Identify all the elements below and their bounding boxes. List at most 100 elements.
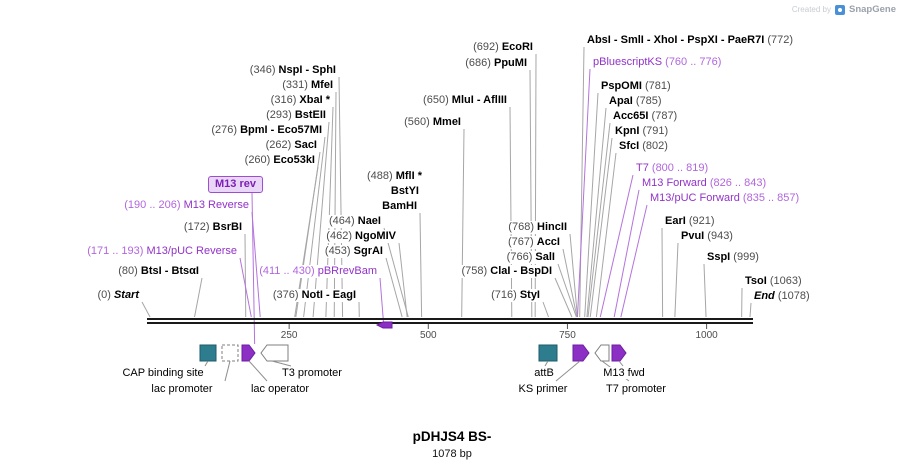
site-label-sfci[interactable]: SfcI (802) [618,140,669,153]
site-name: SspI [707,251,731,263]
site-label-pvui[interactable]: PvuI (943) [680,230,734,243]
site-label-absi-smli-xhoi-pspxi-paer7i[interactable]: AbsI - SmlI - XhoI - PspXI - PaeR7I (772… [586,34,795,47]
site-label-sgrai[interactable]: (453) SgrAI [323,245,384,258]
site-label-naei[interactable]: (464) NaeI [328,215,382,228]
site-name: T7 [636,162,649,174]
site-label-nspi-sphi[interactable]: (346) NspI - SphI [248,64,337,77]
site-name: Start [113,289,139,301]
leader-line-eari [661,227,664,318]
site-label-clai-bspdi[interactable]: (758) ClaI - BspDI [460,265,553,278]
site-name: EarI [665,215,686,227]
site-label-ppumi[interactable]: (686) PpuMI [464,57,528,70]
leader-line-bpmi-eco57mi [303,136,326,318]
site-label-btsi-bts-i[interactable]: (80) BtsI - BtsαI [117,265,200,278]
site-label-start[interactable]: (0) Start [96,289,140,302]
leader-line-btsi-bts-i [194,277,203,318]
site-label-mfli[interactable]: (488) MflI * [365,170,423,183]
site-label-acci[interactable]: (767) AccI [507,236,561,249]
site-label-ecori[interactable]: (692) EcoRI [472,41,534,54]
site-label-t7[interactable]: T7 (800 .. 819) [635,162,710,175]
site-label-saci[interactable]: (262) SacI [264,139,318,152]
site-label-tsoi[interactable]: TsoI (1063) [744,275,803,288]
feature-label-m13-fwd[interactable]: M13 fwd [602,367,646,379]
site-label-m13-rev[interactable]: M13 rev [207,176,264,193]
pbrrevbam-primer-glyph[interactable] [375,321,393,329]
feature-label-t7-promoter[interactable]: T7 promoter [605,383,667,395]
site-label-mfei[interactable]: (331) MfeI [281,79,334,92]
feature-label-lac-promoter[interactable]: lac promoter [150,383,214,395]
leader-line-m13-forward [613,189,640,318]
site-label-bpmi-eco57mi[interactable]: (276) BpmI - Eco57MI [210,124,323,137]
site-position: (172) [183,221,213,233]
site-label-apai[interactable]: ApaI (785) [608,95,663,108]
site-name: BtsI - BtsαI [140,265,199,277]
site-name: pBRrevBam [317,265,377,277]
attb-glyph[interactable] [538,344,558,362]
site-label-eco53ki[interactable]: (260) Eco53kI [243,154,316,167]
t7-promoter-glyph[interactable] [594,344,610,362]
plasmid-length: 1078 bp [432,448,472,460]
site-label-kpni[interactable]: KpnI (791) [614,125,670,138]
site-name: SfcI [619,140,640,152]
site-label-sspi[interactable]: SspI (999) [706,251,760,264]
site-position: (921) [685,215,715,227]
site-label-m13-forward[interactable]: M13 Forward (826 .. 843) [641,177,768,190]
feature-connector-m13-fwd [618,360,624,367]
site-position: (772) [764,34,794,46]
site-label-pbluescriptks[interactable]: pBluescriptKS (760 .. 776) [592,56,723,69]
site-label-styi[interactable]: (716) StyI [490,289,541,302]
site-position: (346) [249,64,279,76]
site-label-bsrbi[interactable]: (172) BsrBI [182,221,243,234]
lac-promoter-glyph[interactable] [221,344,239,362]
site-label-end[interactable]: End (1078) [753,290,811,303]
site-label-m13-puc-forward[interactable]: M13/pUC Forward (835 .. 857) [649,192,801,205]
t3-promoter-glyph[interactable] [260,344,289,362]
site-position: (331) [282,79,311,91]
site-position: (293) [266,109,295,121]
leader-line-end [749,302,752,318]
site-position: (781) [641,80,671,92]
leader-line-apai [586,107,607,318]
site-label-ngomiv[interactable]: (462) NgoMIV [325,230,397,243]
feature-label-t3-promoter[interactable]: T3 promoter [281,367,343,379]
site-position: (802) [639,140,668,152]
site-position: (758) [461,265,491,277]
feature-label-lac-operator[interactable]: lac operator [249,383,311,395]
feature-label-attb[interactable]: attB [533,367,555,379]
sequence-strand-top [147,318,753,320]
site-label-hincii[interactable]: (768) HincII [507,221,568,234]
site-label-mlui-afliii[interactable]: (650) MluI - AflIII [422,94,508,107]
site-name: AbsI - SmlI - XhoI - PspXI - PaeR7I [587,34,765,46]
feature-label-ks-primer[interactable]: KS primer [517,383,569,395]
site-label-xbai[interactable]: (316) XbaI * [269,94,331,107]
leader-line-acc65i [587,122,611,318]
m13-fwd-glyph[interactable] [611,344,627,362]
site-label-bsteii[interactable]: (293) BstEII [265,109,327,122]
site-label-m13-reverse[interactable]: (190 .. 206) M13 Reverse [123,199,250,212]
site-position: (80) [118,265,141,277]
site-label-acc65i[interactable]: Acc65I (787) [612,110,679,123]
ks-primer-glyph[interactable] [572,344,590,362]
site-label-bstyi[interactable]: BstYI [389,185,420,198]
site-label-pbrrevbam[interactable]: (411 .. 430) pBRrevBam [258,265,378,278]
site-name: PspOMI [601,80,642,92]
site-name: BstYI [390,185,419,197]
site-label-bamhi[interactable]: BamHI [381,200,418,213]
lac-operator-glyph[interactable] [241,344,256,362]
leader-line-mfei [333,91,337,318]
cap-binding-site-glyph[interactable] [199,344,217,362]
leader-line-xbai [325,106,334,318]
site-position: (791) [639,125,669,137]
site-label-sali[interactable]: (766) SalI [505,251,556,264]
site-label-m13-puc-reverse[interactable]: (171 .. 193) M13/pUC Reverse [86,245,238,258]
site-label-mmei[interactable]: (560) MmeI [403,116,462,129]
feature-label-cap-binding-site[interactable]: CAP binding site [121,367,205,379]
site-position: (453) [324,245,354,257]
site-position: (190 .. 206) [124,199,184,211]
site-label-eari[interactable]: EarI (921) [664,215,716,228]
site-position: (766) [506,251,536,263]
site-label-pspomi[interactable]: PspOMI (781) [600,80,672,93]
site-position: (0) [97,289,114,301]
site-label-noti-eagi[interactable]: (376) NotI - EagI [271,289,357,302]
